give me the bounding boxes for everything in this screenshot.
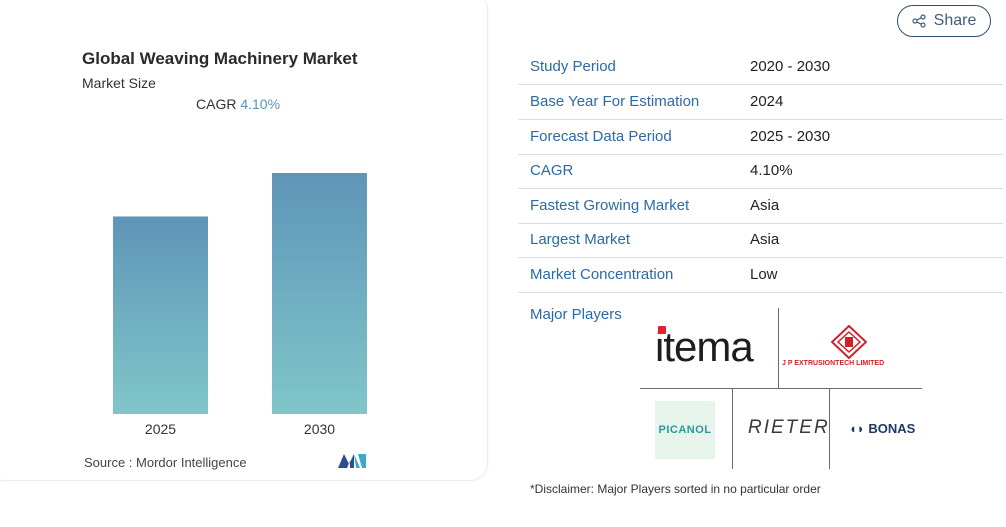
row-key: Largest Market	[530, 231, 631, 248]
table-row: Fastest Growing Market Asia	[518, 189, 1003, 224]
table-row: Largest Market Asia	[518, 223, 1003, 258]
table-row: Study Period 2020 - 2030	[518, 50, 1003, 85]
source-label: Source :	[84, 455, 133, 470]
rieter-logo: RIETER	[748, 417, 830, 438]
disclaimer: *Disclaimer: Major Players sorted in no …	[530, 482, 821, 496]
jp-extrusiontech-logo: J P EXTRUSIONTECH LIMITED	[782, 360, 885, 367]
cagr-value: 4.10%	[240, 96, 281, 112]
row-value: Asia	[750, 197, 780, 214]
row-value: 4.10%	[750, 162, 793, 179]
share-button[interactable]: Share	[897, 5, 991, 37]
itema-logo: itema	[655, 323, 754, 371]
jp-emblem-icon	[831, 325, 867, 359]
row-key: Market Concentration	[530, 266, 674, 283]
chart-source: Source : Mordor Intelligence	[84, 455, 247, 470]
bar-2030	[272, 173, 367, 414]
row-value: Low	[750, 266, 778, 283]
table-row: Forecast Data Period 2025 - 2030	[518, 120, 1003, 155]
bonas-mark-icon: ◖◗	[849, 421, 865, 436]
major-players-logos: itema J P EXTRUSIONTECH LIMITED PICANOL …	[640, 305, 922, 470]
row-value: 2025 - 2030	[750, 128, 831, 145]
mordor-logo-icon	[338, 454, 366, 468]
row-key: Base Year For Estimation	[530, 93, 700, 110]
itema-logo-text: itema	[655, 323, 754, 370]
divider	[829, 389, 830, 469]
bar-chart: 2025 2030	[113, 173, 367, 437]
chart-card	[0, 0, 488, 481]
bar-2025	[113, 216, 208, 414]
chart-subtitle: Market Size	[82, 75, 156, 91]
source-value: Mordor Intelligence	[136, 455, 247, 470]
row-key: CAGR	[530, 162, 574, 179]
x-tick-label: 2030	[304, 421, 335, 437]
row-key: Forecast Data Period	[530, 128, 672, 145]
itema-dot-icon	[658, 326, 666, 334]
share-icon	[912, 14, 926, 28]
cagr-label: CAGR 4.10%	[196, 96, 280, 112]
divider	[640, 388, 922, 389]
x-tick-label: 2025	[145, 421, 176, 437]
table-row: Base Year For Estimation 2024	[518, 85, 1003, 120]
divider	[778, 308, 779, 388]
row-value: 2024	[750, 93, 784, 110]
cagr-label-text: CAGR	[196, 96, 237, 112]
chart-title: Global Weaving Machinery Market	[82, 49, 358, 68]
row-key: Fastest Growing Market	[530, 197, 690, 214]
share-label: Share	[933, 12, 977, 29]
table-row: CAGR 4.10%	[518, 154, 1003, 189]
bonas-logo-text: BONAS	[868, 421, 916, 436]
row-value: Asia	[750, 231, 780, 248]
major-players-label: Major Players	[530, 306, 622, 323]
bonas-logo: ◖◗ BONAS	[849, 421, 915, 436]
divider	[732, 389, 733, 469]
table-row: Market Concentration Low	[518, 258, 1003, 293]
row-key: Study Period	[530, 58, 616, 75]
row-value: 2020 - 2030	[750, 58, 831, 75]
picanol-logo: PICANOL	[655, 401, 715, 459]
